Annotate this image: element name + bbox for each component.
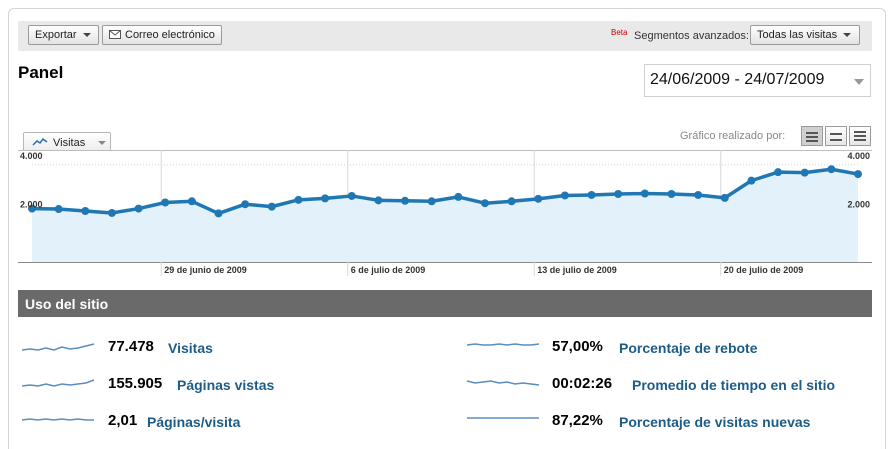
segment-selected: Todas las visitas (757, 29, 838, 41)
data-point (107, 208, 116, 217)
metric-label[interactable]: Porcentaje de visitas nuevas (619, 414, 811, 430)
chevron-down-icon (854, 79, 864, 85)
sparkline (21, 379, 95, 387)
x-tick-label: 29 de junio de 2009 (164, 265, 247, 275)
sparkline (467, 417, 539, 419)
data-point (134, 204, 143, 213)
y-tick-label-left: 4.000 (20, 151, 43, 161)
email-button[interactable]: Correo electrónico (102, 25, 222, 45)
data-point (214, 209, 223, 218)
metric-value: 77.478 (108, 338, 154, 355)
series-line (31, 167, 859, 216)
chevron-down-icon (98, 141, 106, 145)
data-point (401, 196, 410, 205)
metric-value: 155.905 (108, 375, 163, 392)
data-point (54, 205, 63, 214)
sparkline (466, 343, 540, 346)
data-point (187, 197, 196, 206)
envelope-icon (109, 30, 121, 39)
data-point (774, 168, 783, 177)
site-usage-title: Uso del sitio (25, 296, 109, 312)
beta-badge: Beta (611, 28, 628, 37)
data-point (454, 192, 463, 201)
line-chart-icon (32, 137, 48, 146)
sparkline (466, 380, 540, 386)
data-point (321, 194, 330, 203)
data-point (534, 194, 543, 203)
export-button[interactable]: Exportar (28, 25, 99, 45)
email-label: Correo electrónico (125, 29, 215, 41)
date-range-text: 24/06/2009 - 24/07/2009 (650, 71, 825, 88)
sparkline (21, 418, 94, 421)
sparkline (21, 343, 95, 351)
data-point (427, 197, 436, 206)
metric-label[interactable]: Páginas vistas (177, 377, 275, 393)
metric-label[interactable]: Porcentaje de rebote (619, 340, 758, 356)
page-title: Panel (18, 63, 64, 82)
data-point (294, 195, 303, 204)
x-tick-label: 6 de julio de 2009 (351, 265, 426, 275)
data-point (667, 190, 676, 198)
chevron-down-icon (82, 33, 91, 38)
data-point (694, 190, 703, 199)
data-point (640, 189, 649, 198)
data-point (747, 176, 756, 185)
data-point (587, 190, 596, 199)
metric-value: 57,00% (552, 338, 603, 355)
date-range-picker[interactable]: 24/06/2009 - 24/07/2009 (644, 64, 871, 97)
metric-label[interactable]: Páginas/visita (147, 414, 241, 430)
graph-by-day-button[interactable] (801, 126, 823, 146)
data-point (827, 165, 836, 174)
data-point (241, 200, 250, 209)
data-point (854, 170, 862, 179)
data-point (560, 191, 569, 200)
metric-value: 87,22% (552, 412, 603, 429)
data-point (480, 199, 489, 208)
y-tick-label-left: 2.000 (20, 199, 43, 209)
data-point (614, 190, 623, 198)
data-point (81, 207, 90, 215)
series-area (32, 169, 858, 262)
chevron-down-icon (843, 33, 852, 38)
toolbar: Exportar Correo electrónico Beta Segment… (18, 21, 872, 51)
metric-value: 00:02:26 (552, 375, 613, 392)
export-label: Exportar (35, 29, 77, 41)
x-tick-label: 20 de julio de 2009 (724, 265, 804, 275)
visits-chart-svg: 4.000 4.000 2.000 2.000 29 de junio de 2009 6… (18, 150, 872, 276)
metric-selector-tab[interactable]: Visitas (23, 132, 111, 151)
data-point (374, 196, 383, 205)
y-tick-label-right: 4.000 (847, 151, 870, 161)
site-usage-header: Uso del sitio (18, 290, 872, 317)
metric-tab-label: Visitas (53, 137, 86, 149)
x-tick-label: 13 de julio de 2009 (537, 265, 617, 275)
data-point (720, 193, 729, 202)
data-point (267, 202, 276, 211)
graphed-by-label: Gráfico realizado por: (680, 130, 786, 142)
data-point (507, 197, 516, 206)
visits-chart: 4.000 4.000 2.000 2.000 29 de junio de 2009 6… (18, 150, 872, 280)
data-point (800, 168, 809, 177)
graph-by-week-button[interactable] (825, 126, 847, 146)
metric-label[interactable]: Visitas (168, 340, 213, 356)
data-point (347, 191, 356, 200)
segment-select[interactable]: Todas las visitas (750, 25, 860, 45)
metric-label[interactable]: Promedio de tiempo en el sitio (632, 377, 836, 393)
metric-value: 2,01 (108, 412, 138, 429)
data-point (28, 204, 36, 213)
y-tick-label-right: 2.000 (847, 199, 870, 209)
graph-by-month-button[interactable] (849, 126, 871, 146)
data-point (161, 198, 170, 207)
segments-label: Segmentos avanzados: (634, 30, 749, 42)
